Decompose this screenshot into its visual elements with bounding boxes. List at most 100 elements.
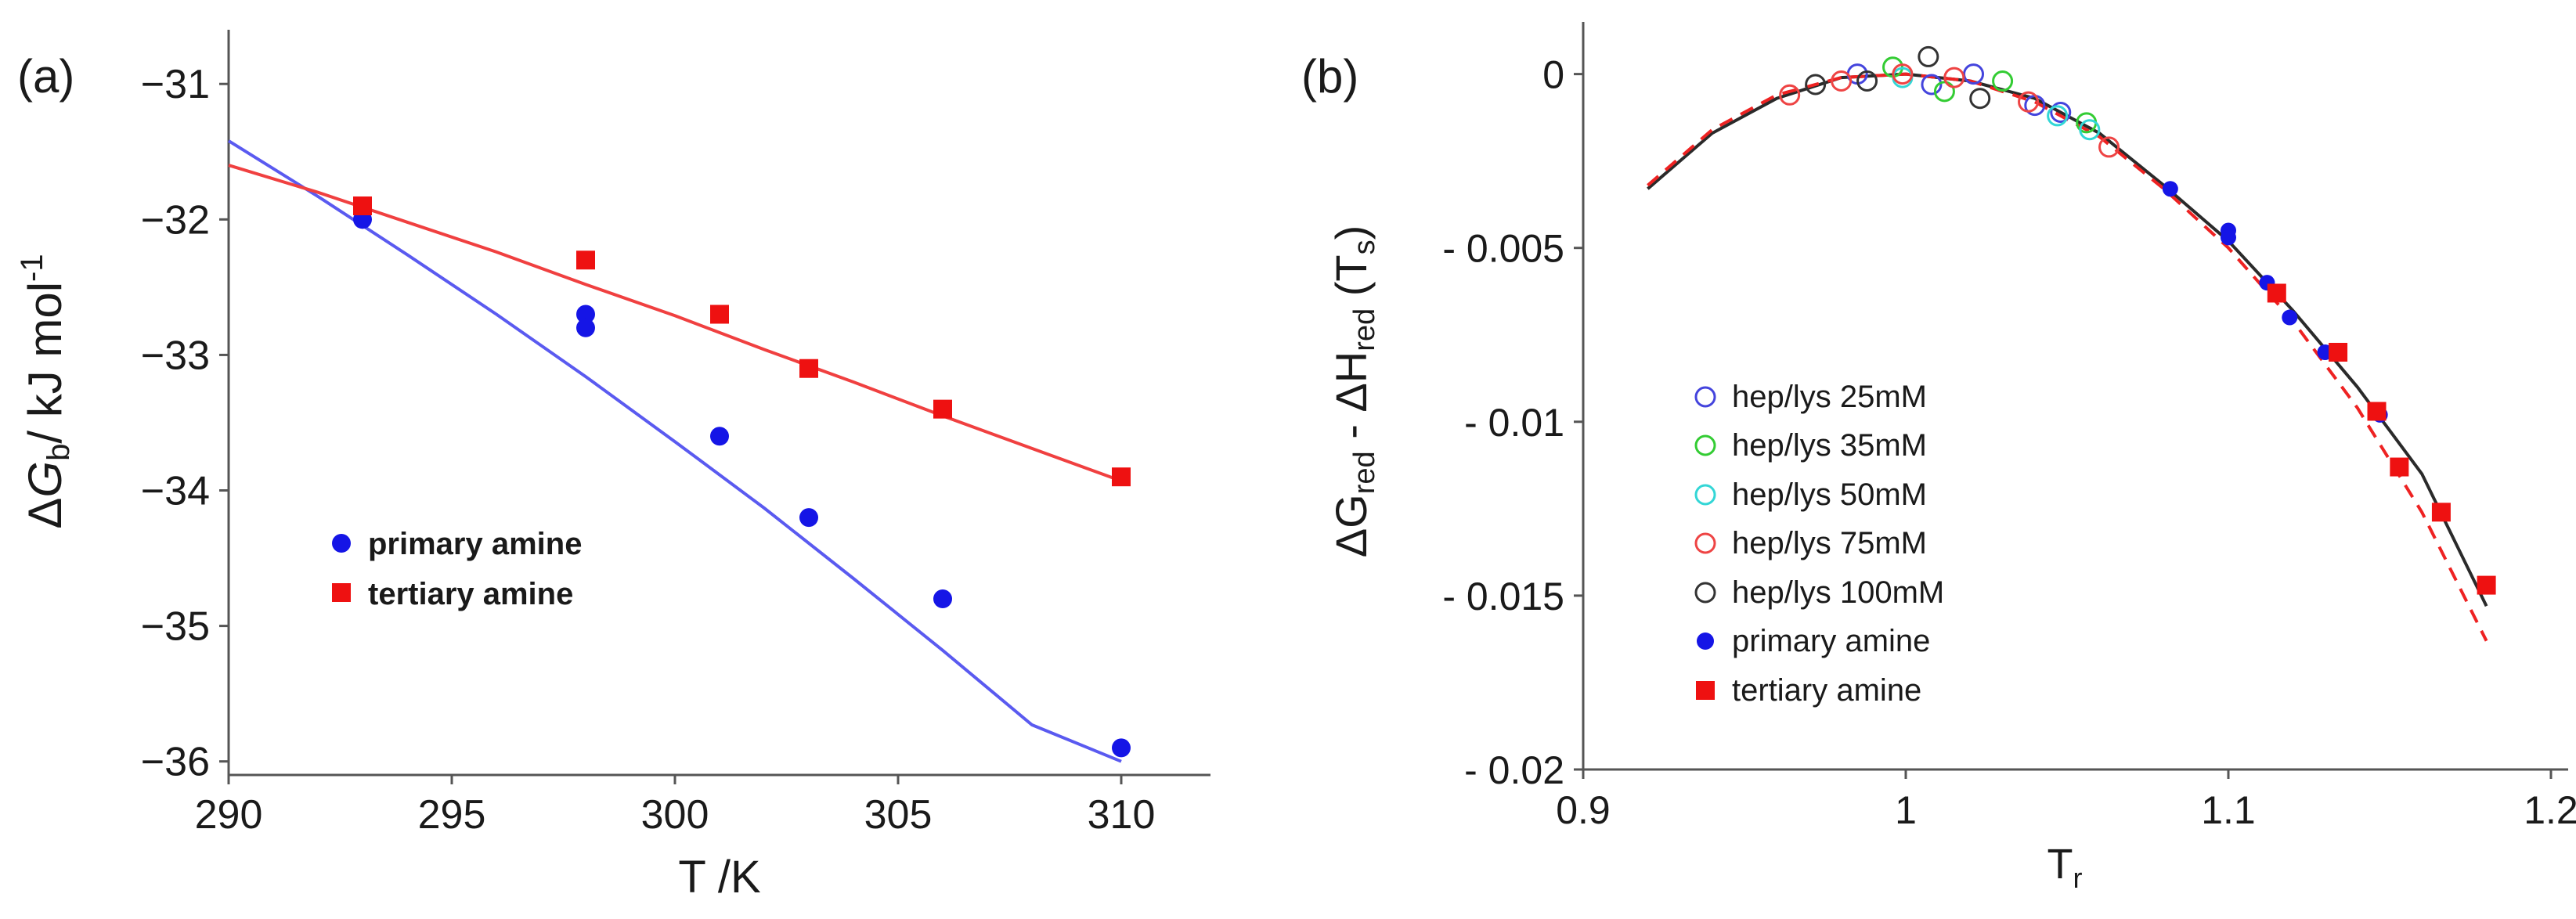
chart-b-y-tick-label: - 0.01: [1464, 401, 1564, 445]
chart-b-legend: hep/lys 25mM hep/lys 35mM hep/lys 50mM h…: [1694, 380, 1944, 708]
chart-b: 0.9 1 1.1 1.2 0 - 0.005 - 0.01 - 0.015 - 0.02 T…: [1326, 22, 2576, 894]
chart-b-point-hep-lys-75mm: [2098, 136, 2120, 158]
chart-a-x-tick-label: 305: [864, 792, 933, 838]
chart-a-point-primary: [1112, 738, 1131, 758]
chart-b-ylabel-sub2: red: [1348, 308, 1381, 351]
chart-b-point-tertiary-amine: [2267, 283, 2286, 303]
chart-a-point-tertiary: [799, 359, 818, 378]
chart-b-legend-marker-hep-lys-100mm: [1694, 582, 1716, 604]
chart-b-y-tick-label: - 0.02: [1464, 748, 1564, 792]
chart-a-y-tick-label: −34: [141, 469, 210, 514]
chart-b-point-hep-lys-75mm: [1892, 63, 1914, 85]
chart-a-fit-line-primary: [227, 139, 1122, 763]
chart-a-fit-line-tertiary: [228, 164, 1122, 483]
chart-a-ylabel-sub: b: [41, 444, 76, 461]
chart-b-point-hep-lys-75mm: [1779, 84, 1801, 106]
chart-b-ylabel-close: ): [1326, 225, 1376, 240]
chart-b-point-hep-lys-35mm: [1933, 81, 1955, 103]
chart-a-point-tertiary: [933, 399, 952, 419]
chart-a-point-tertiary: [1112, 467, 1131, 487]
chart-b-point-tertiary-amine: [2431, 503, 2451, 522]
chart-b-point-tertiary-amine: [2329, 342, 2348, 362]
chart-b-y-tick-label: - 0.005: [1442, 227, 1564, 271]
chart-a-x-tick-label: 300: [641, 792, 709, 838]
chart-a-point-tertiary: [576, 250, 595, 270]
panel-label-b: (b): [1301, 50, 1358, 103]
chart-b-point-hep-lys-100mm: [1856, 70, 1878, 92]
chart-b-point-primary-amine: [2221, 229, 2236, 246]
chart-b-y-axis-title: ΔGred - ΔHred (Ts): [1326, 225, 1381, 558]
chart-b-point-hep-lys-100mm: [1969, 88, 1991, 110]
chart-a-legend-label-tertiary: tertiary amine: [368, 577, 573, 611]
chart-a-y-tick-label: −32: [141, 197, 210, 243]
chart-a-y-tick-label: −36: [141, 740, 210, 785]
chart-a-points: [353, 196, 1131, 758]
chart-a-x-tick-label: 290: [195, 792, 263, 838]
panel-label-a: (a): [17, 50, 74, 103]
chart-b-point-tertiary-amine: [2477, 575, 2496, 595]
chart-b-point-hep-lys-100mm: [1918, 45, 1939, 67]
chart-a-point-tertiary: [353, 196, 372, 216]
chart-b-point-tertiary-amine: [2390, 457, 2409, 477]
chart-b-legend-marker-hep-lys-35mm: [1694, 434, 1716, 456]
chart-b-point-tertiary-amine: [2367, 402, 2387, 421]
chart-b-y-tick-label: 0: [1542, 53, 1564, 97]
chart-b-legend-label-75mm: hep/lys 75mM: [1732, 526, 1927, 560]
chart-a-ylabel-rest: / kJ mol: [19, 282, 71, 444]
chart-a-ylabel-sup: -1: [15, 254, 49, 282]
chart-b-legend-label-35mm: hep/lys 35mM: [1732, 428, 1927, 463]
chart-b-point-primary-amine: [2162, 181, 2178, 197]
chart-b-legend-label-50mm: hep/lys 50mM: [1732, 478, 1927, 512]
chart-a-point-primary: [799, 508, 818, 528]
chart-b-legend-label-tertiary: tertiary amine: [1732, 673, 1921, 708]
chart-b-point-hep-lys-100mm: [1805, 74, 1827, 96]
chart-b-points: [1779, 45, 2496, 595]
chart-b-point-hep-lys-75mm: [2018, 91, 2040, 113]
chart-a-x-tick-label: 310: [1088, 792, 1156, 838]
chart-b-y-tick-label: - 0.015: [1442, 575, 1564, 618]
chart-a-point-primary: [576, 318, 595, 337]
chart-a-ylabel-symbol: G: [19, 461, 71, 498]
chart-b-x-ticks: 0.9 1 1.1 1.2: [1556, 769, 2576, 832]
chart-b-point-hep-lys-25mm: [1921, 74, 1943, 96]
chart-a-legend: primary amine tertiary amine: [332, 527, 582, 611]
chart-b-x-tick-label: 1.2: [2524, 788, 2576, 832]
chart-b-legend-label-primary: primary amine: [1732, 624, 1930, 658]
chart-a-y-ticks: −36 −35 −34 −33 −32 −31: [141, 62, 229, 785]
chart-b-legend-label-25mm: hep/lys 25mM: [1732, 380, 1927, 414]
chart-b-xlabel-sub: r: [2073, 862, 2083, 894]
chart-b-point-primary-amine: [2282, 309, 2298, 326]
chart-a-x-axis-title: T /K: [678, 852, 761, 903]
chart-b-point-hep-lys-75mm: [1831, 70, 1853, 92]
chart-b-ylabel-sub3: s: [1348, 240, 1381, 254]
chart-b-xlabel-main: T: [2047, 841, 2073, 888]
chart-a-point-primary: [710, 427, 729, 446]
chart-b-y-ticks: 0 - 0.005 - 0.01 - 0.015 - 0.02: [1442, 53, 1583, 792]
chart-b-ylabel-sub1: red: [1348, 451, 1381, 494]
chart-b-ylabel-part1: ΔG: [1326, 494, 1376, 557]
chart-b-ylabel-open: (T: [1326, 254, 1376, 308]
chart-a-point-primary: [933, 589, 952, 608]
chart-b-point-hep-lys-25mm: [2050, 101, 2072, 123]
chart-b-legend-markers: [1694, 386, 1716, 700]
chart-a-fit-lines: [227, 139, 1122, 763]
chart-a-legend-marker-tertiary: [332, 583, 351, 602]
chart-b-legend-marker-tertiary-amine: [1696, 681, 1715, 700]
chart-a-y-axis-title: ΔGb/ kJ mol-1: [15, 254, 76, 528]
chart-a-x-tick-label: 295: [418, 792, 486, 838]
chart-b-point-hep-lys-35mm: [1992, 70, 2014, 92]
chart-b-x-tick-label: 0.9: [1556, 788, 1611, 832]
chart-a-y-tick-label: −33: [141, 333, 210, 378]
chart-b-x-tick-label: 1: [1895, 788, 1917, 832]
chart-a-legend-label-primary: primary amine: [368, 527, 582, 561]
chart-b-point-hep-lys-50mm: [2047, 105, 2069, 127]
chart-b-legend-marker-hep-lys-75mm: [1694, 532, 1716, 554]
chart-a-y-tick-label: −31: [141, 62, 210, 107]
chart-b-point-hep-lys-75mm: [1943, 67, 1965, 88]
chart-b-point-hep-lys-50mm: [2079, 119, 2101, 141]
chart-b-x-axis-title: Tr: [2047, 841, 2083, 894]
chart-a-point-tertiary: [710, 305, 729, 324]
chart-b-legend-marker-primary-amine: [1697, 632, 1714, 650]
